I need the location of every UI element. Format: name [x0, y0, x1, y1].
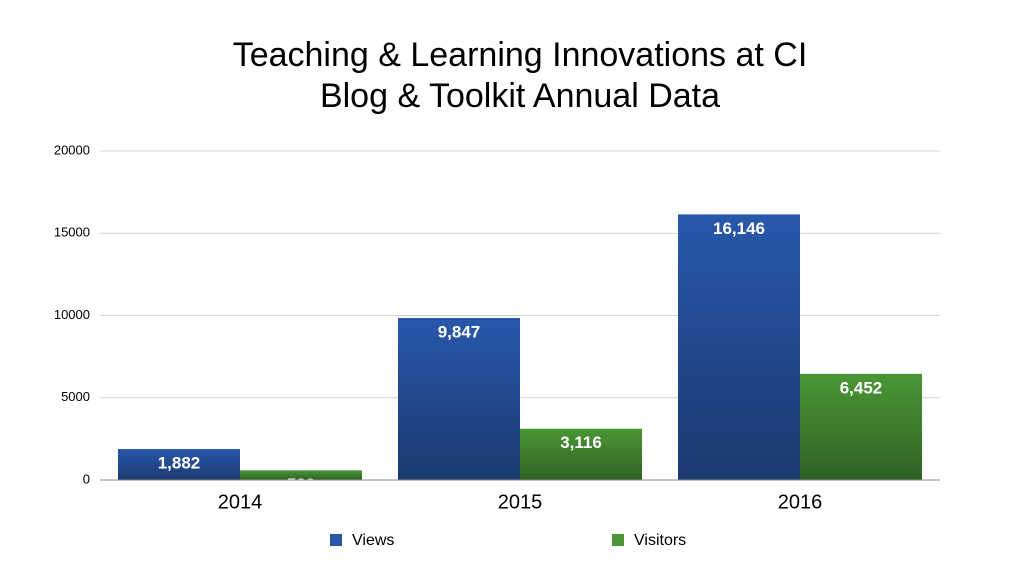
legend-swatch	[330, 534, 342, 546]
x-tick-label: 2014	[218, 491, 263, 513]
y-tick-label: 5000	[61, 389, 90, 404]
bar	[678, 214, 800, 480]
y-tick-label: 0	[83, 471, 90, 486]
data-label: 3,116	[560, 433, 602, 452]
data-label: 1,882	[158, 454, 201, 473]
legend-label: Views	[352, 532, 394, 549]
legend-swatch	[612, 534, 624, 546]
y-tick-label: 10000	[54, 307, 90, 322]
chart-title: Teaching & Learning Innovations at CI	[233, 36, 808, 74]
data-label: 16,146	[713, 219, 765, 238]
data-label: 9,847	[438, 323, 481, 342]
legend-label: Visitors	[634, 532, 686, 549]
y-tick-label: 15000	[54, 225, 90, 240]
data-label: 6,452	[840, 378, 883, 397]
x-tick-label: 2015	[498, 491, 543, 513]
chart-title: Blog & Toolkit Annual Data	[320, 77, 720, 115]
x-tick-label: 2016	[778, 491, 823, 513]
bar	[398, 318, 520, 480]
y-tick-label: 20000	[54, 142, 90, 157]
data-label: 589	[287, 475, 315, 494]
